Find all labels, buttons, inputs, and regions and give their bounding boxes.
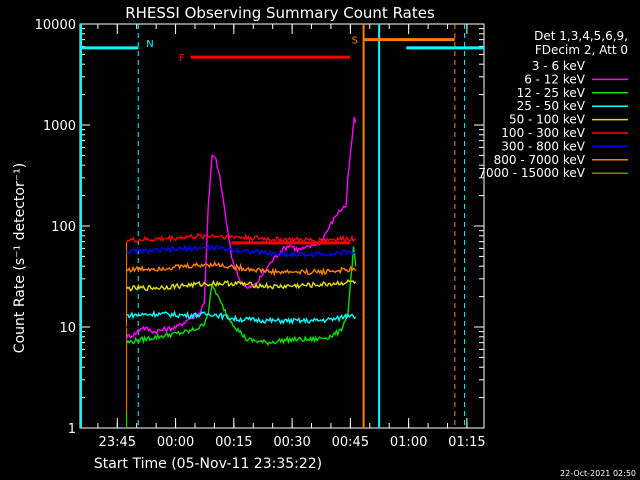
y-tick-label: 100 [51,220,76,235]
series-line [126,159,357,332]
legend-entry-label: 300 - 800 keV [501,139,585,153]
legend-entry-label: 6 - 12 keV [524,72,586,86]
series-line [125,246,357,347]
y-tick-label: 1 [68,422,76,437]
y-tick-label: 1000 [43,119,76,134]
x-tick-label: 00:00 [157,435,194,450]
night-bar-label: N [146,39,153,50]
x-tick-label: 01:15 [448,435,485,450]
series-line [126,243,357,259]
series-line [126,260,357,277]
plot-area: 1 10 100 1000 10000 23:45 00:00 00:15 00:30 00:45… [35,18,486,450]
y-tick-label: 10 [59,321,76,336]
x-tick-label: 00:45 [332,435,369,450]
series-line [126,278,357,292]
legend-entry-label: 3 - 6 keV [532,59,586,73]
x-axis-label: Start Time (05-Nov-11 23:35:22) [94,456,322,472]
flare-bar-label: F [179,53,185,64]
legend-entry-label: 25 - 50 keV [517,99,586,113]
x-tick-label: 00:30 [273,435,310,450]
legend-entry-label: 100 - 300 keV [501,126,585,140]
legend: Det 1,3,4,5,6,9, FDecim 2, Att 0 3 - 6 k… [478,29,628,180]
footer-timestamp: 22-Oct-2021 02:50 [560,469,636,478]
chart-title: RHESSI Observing Summary Count Rates [125,4,435,22]
y-tick-label: 10000 [35,18,76,33]
legend-entry-label: 12 - 25 keV [517,86,586,100]
legend-header-line-1: Det 1,3,4,5,6,9, [534,29,628,43]
x-tick-label: 01:00 [390,435,427,450]
x-tick-label: 00:15 [215,435,252,450]
legend-entry-label: 50 - 100 keV [509,113,586,127]
legend-header-line-2: FDecim 2, Att 0 [535,43,628,57]
legend-entry-label: 7000 - 15000 keV [478,166,585,180]
legend-entry-label: 800 - 7000 keV [494,153,586,167]
y-axis-label: Count Rate (s⁻¹ detector⁻¹) [12,163,28,353]
saa-bar-label: S [352,36,358,47]
series-line [126,309,357,326]
x-tick-label: 23:45 [99,435,136,450]
